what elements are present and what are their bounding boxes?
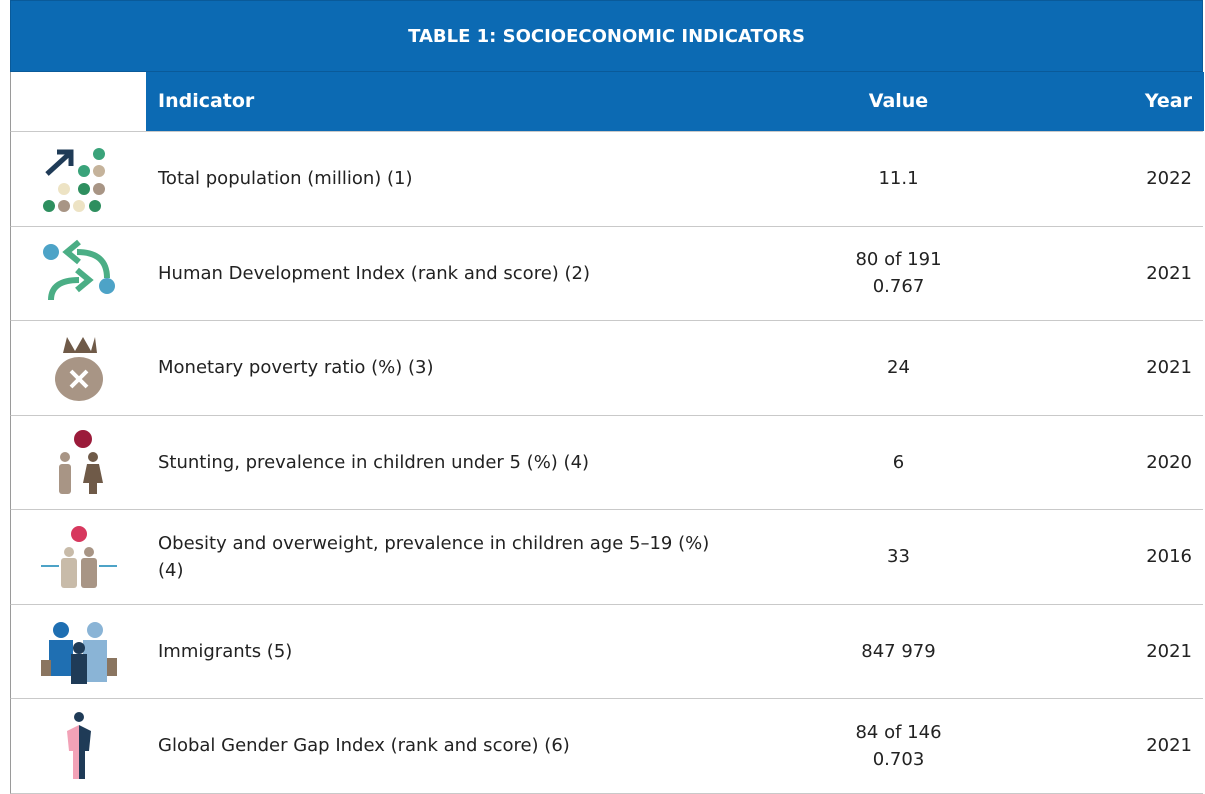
header-cell: Year <box>1081 72 1204 131</box>
value-cell: 33 <box>716 510 1081 604</box>
value-cell: 80 of 191 0.767 <box>716 227 1081 321</box>
year: 2020 <box>1146 451 1192 473</box>
value-line: 6 <box>892 451 905 473</box>
year: 2016 <box>1146 546 1192 568</box>
table-title: TABLE 1: SOCIOECONOMIC INDICATORS <box>10 0 1203 72</box>
table-row: Total population (million) (1) 11.1 2022 <box>10 132 1203 227</box>
value-line: 847 979 <box>861 640 936 662</box>
row-icon <box>11 699 146 793</box>
row-icon <box>11 605 146 699</box>
indicator: Stunting, prevalence in children under 5… <box>158 451 590 473</box>
value-line: 11.1 <box>878 168 919 190</box>
header-blank <box>11 72 146 131</box>
value-cell: 24 <box>716 321 1081 415</box>
value-line: 0.767 <box>872 276 925 298</box>
indicator: Total population (million) (1) <box>158 168 413 190</box>
year: 2022 <box>1146 168 1192 190</box>
value-cell: 847 979 <box>716 605 1081 699</box>
value-line: 33 <box>887 546 910 568</box>
value-line: 84 of 146 <box>855 721 942 743</box>
header-cell: Value <box>716 72 1081 131</box>
table-row: Stunting, prevalence in children under 5… <box>10 415 1203 510</box>
table-row: Obesity and overweight, prevalence in ch… <box>10 510 1203 605</box>
row-icon <box>11 321 146 415</box>
row-icon <box>11 416 146 510</box>
year: 2021 <box>1146 262 1192 284</box>
year: 2021 <box>1146 357 1192 379</box>
value-cell: 6 <box>716 416 1081 510</box>
header-row: Indicator Value Year <box>10 72 1204 132</box>
value-cell: 11.1 <box>716 132 1081 226</box>
value-line: 0.703 <box>872 748 925 770</box>
table-row: Immigrants (5) 847 979 2021 <box>10 604 1203 699</box>
row-icon <box>11 510 146 604</box>
indicator: Obesity and overweight, prevalence in ch… <box>158 532 710 581</box>
year: 2021 <box>1146 735 1192 757</box>
table-row: Monetary poverty ratio (%) (3) 24 2021 <box>10 321 1203 416</box>
table-row: Global Gender Gap Index (rank and score)… <box>10 699 1203 794</box>
indicator: Immigrants (5) <box>158 640 293 662</box>
value-line: 80 of 191 <box>855 249 942 271</box>
indicator: Global Gender Gap Index (rank and score)… <box>158 735 570 757</box>
row-icon <box>11 132 146 226</box>
row-icon <box>11 227 146 321</box>
year: 2021 <box>1146 640 1192 662</box>
indicator: Human Development Index (rank and score)… <box>158 262 591 284</box>
indicator: Monetary poverty ratio (%) (3) <box>158 357 434 379</box>
value-cell: 84 of 146 0.703 <box>716 699 1081 793</box>
header-cell: Indicator <box>146 72 716 131</box>
value-line: 24 <box>887 357 910 379</box>
table-row: Human Development Index (rank and score)… <box>10 226 1203 321</box>
